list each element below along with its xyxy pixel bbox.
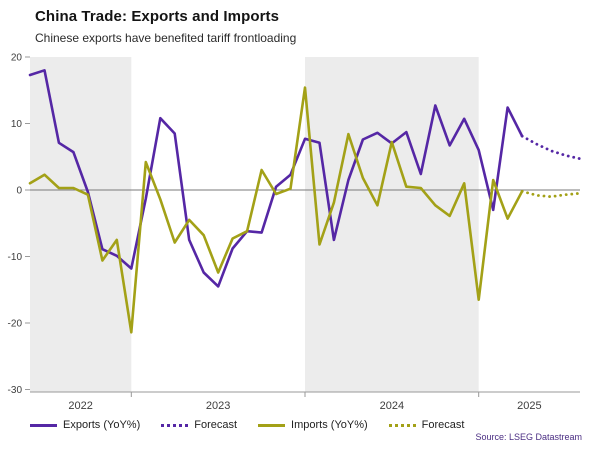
svg-text:2023: 2023: [206, 400, 230, 412]
exports-forecast-swatch: [161, 423, 189, 427]
svg-text:10: 10: [11, 119, 23, 130]
chart-legend: Exports (YoY%) Forecast Imports (YoY%) F…: [30, 419, 590, 431]
legend-item-imports: Imports (YoY%): [258, 419, 368, 431]
legend-label-imports: Imports (YoY%): [291, 419, 368, 431]
svg-text:-10: -10: [8, 252, 23, 263]
imports-line-swatch: [258, 423, 286, 427]
svg-text:20: 20: [11, 53, 23, 64]
svg-text:2022: 2022: [68, 400, 92, 412]
svg-text:-30: -30: [8, 385, 23, 396]
svg-text:2024: 2024: [380, 400, 404, 412]
legend-label-exports-forecast: Forecast: [194, 419, 238, 431]
chart-subtitle: Chinese exports have benefited tariff fr…: [35, 31, 297, 45]
trade-chart: 20 10 0 -10 -20 -30 2022 2023 2024 2025: [0, 50, 600, 418]
chart-title: China Trade: Exports and Imports: [35, 8, 280, 25]
chart-canvas: 20 10 0 -10 -20 -30 2022 2023 2024 2025: [8, 53, 582, 412]
legend-item-exports-forecast: Forecast: [161, 419, 237, 431]
imports-forecast-swatch: [388, 423, 416, 427]
source-note: Source: LSEG Datastream: [475, 432, 582, 442]
legend-label-imports-forecast: Forecast: [421, 419, 465, 431]
svg-text:-20: -20: [8, 319, 23, 330]
svg-text:0: 0: [16, 186, 22, 197]
exports-line-swatch: [30, 423, 57, 427]
legend-label-exports: Exports (YoY%): [63, 419, 141, 431]
svg-text:2025: 2025: [517, 400, 541, 412]
legend-item-exports: Exports (YoY%): [30, 419, 140, 431]
legend-item-imports-forecast: Forecast: [388, 419, 465, 431]
